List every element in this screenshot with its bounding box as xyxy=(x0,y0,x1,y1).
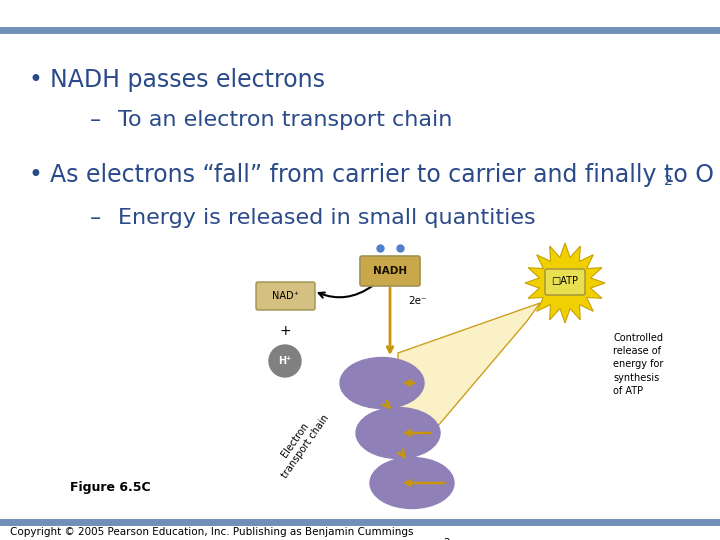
Text: To an electron transport chain: To an electron transport chain xyxy=(118,110,452,130)
Text: □ATP: □ATP xyxy=(552,276,578,286)
Polygon shape xyxy=(525,243,605,323)
Text: 2: 2 xyxy=(664,174,672,188)
Text: H⁺: H⁺ xyxy=(279,356,292,366)
Text: Controlled
release of
energy for
synthesis
of ATP: Controlled release of energy for synthes… xyxy=(613,333,663,396)
Text: •: • xyxy=(28,163,42,187)
Text: +: + xyxy=(279,324,291,338)
Text: Figure 6.5C: Figure 6.5C xyxy=(70,482,150,495)
Polygon shape xyxy=(398,303,540,473)
Text: NAD⁺: NAD⁺ xyxy=(271,291,298,301)
Text: Energy is released in small quantities: Energy is released in small quantities xyxy=(118,208,536,228)
Text: –: – xyxy=(90,110,102,130)
Ellipse shape xyxy=(340,357,424,408)
Ellipse shape xyxy=(370,457,454,509)
Ellipse shape xyxy=(356,408,440,458)
Circle shape xyxy=(269,345,301,377)
Text: •: • xyxy=(28,68,42,92)
Text: NADH: NADH xyxy=(373,266,407,276)
FancyBboxPatch shape xyxy=(360,256,420,286)
Text: Electron
transport chain: Electron transport chain xyxy=(269,406,330,480)
Text: Copyright © 2005 Pearson Education, Inc. Publishing as Benjamin Cummings: Copyright © 2005 Pearson Education, Inc.… xyxy=(10,527,413,537)
FancyBboxPatch shape xyxy=(545,269,585,295)
Text: –: – xyxy=(90,208,102,228)
FancyBboxPatch shape xyxy=(256,282,315,310)
Text: 2e⁻: 2e⁻ xyxy=(408,296,426,306)
Text: NADH passes electrons: NADH passes electrons xyxy=(50,68,325,92)
Text: 2e⁻: 2e⁻ xyxy=(443,538,462,540)
Text: As electrons “fall” from carrier to carrier and finally to O: As electrons “fall” from carrier to carr… xyxy=(50,163,714,187)
